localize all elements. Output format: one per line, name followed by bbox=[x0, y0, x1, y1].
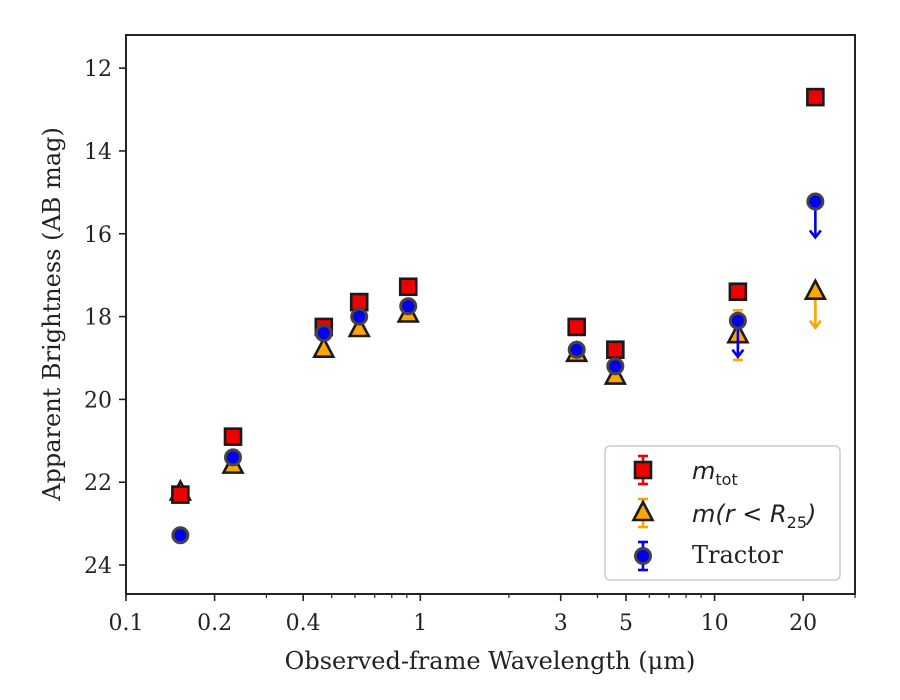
data-point-square bbox=[172, 487, 188, 503]
x-tick-label: 5 bbox=[619, 611, 633, 636]
legend-marker-square bbox=[635, 462, 651, 478]
y-tick-label: 16 bbox=[84, 223, 112, 248]
y-tick-label: 12 bbox=[84, 57, 112, 82]
y-tick-label: 18 bbox=[84, 306, 112, 331]
data-point-square bbox=[400, 279, 416, 295]
legend-label-mr25-sub: 25 bbox=[787, 513, 807, 532]
x-tick-label: 0.1 bbox=[109, 611, 144, 636]
data-point-square bbox=[607, 342, 623, 358]
legend-markers bbox=[634, 456, 653, 570]
x-tick-label: 10 bbox=[701, 611, 729, 636]
data-point-square bbox=[730, 284, 746, 300]
x-tick-label: 20 bbox=[789, 611, 817, 636]
legend-label-mr25-main: m(r < R bbox=[692, 500, 787, 528]
y-tick-label: 24 bbox=[84, 554, 112, 579]
legend-label-tractor: Tractor bbox=[692, 541, 783, 569]
legend-label-mr25-tail: ) bbox=[805, 500, 816, 528]
x-tick-label: 0.2 bbox=[197, 611, 232, 636]
data-point-square bbox=[569, 319, 585, 335]
data-point-circle bbox=[226, 450, 241, 465]
data-point-square bbox=[225, 429, 241, 445]
data-point-circle bbox=[569, 342, 584, 357]
legend-label-mtot-sub: tot bbox=[715, 470, 737, 489]
data-point-circle bbox=[608, 359, 623, 374]
x-tick-label: 3 bbox=[554, 611, 568, 636]
data-point-circle bbox=[808, 194, 823, 209]
data-point-circle bbox=[173, 528, 188, 543]
y-tick-label: 20 bbox=[84, 388, 112, 413]
y-axis-title: Apparent Brightness (AB mag) bbox=[38, 127, 66, 502]
data-point-circle bbox=[352, 309, 367, 324]
x-axis-title: Observed-frame Wavelength (μm) bbox=[285, 647, 696, 675]
legend: mtot m(r < R25) Tractor bbox=[605, 446, 840, 580]
y-tick-label: 14 bbox=[84, 140, 112, 165]
data-point-circle bbox=[401, 299, 416, 314]
legend-marker-circle bbox=[636, 549, 651, 564]
y-tick-label: 22 bbox=[84, 471, 112, 496]
legend-label-mtot-main: m bbox=[692, 457, 715, 485]
data-point-square bbox=[807, 89, 823, 105]
x-tick-label: 0.4 bbox=[286, 611, 321, 636]
data-point-circle bbox=[316, 326, 331, 341]
data-point-circle bbox=[730, 313, 745, 328]
x-tick-label: 1 bbox=[413, 611, 427, 636]
